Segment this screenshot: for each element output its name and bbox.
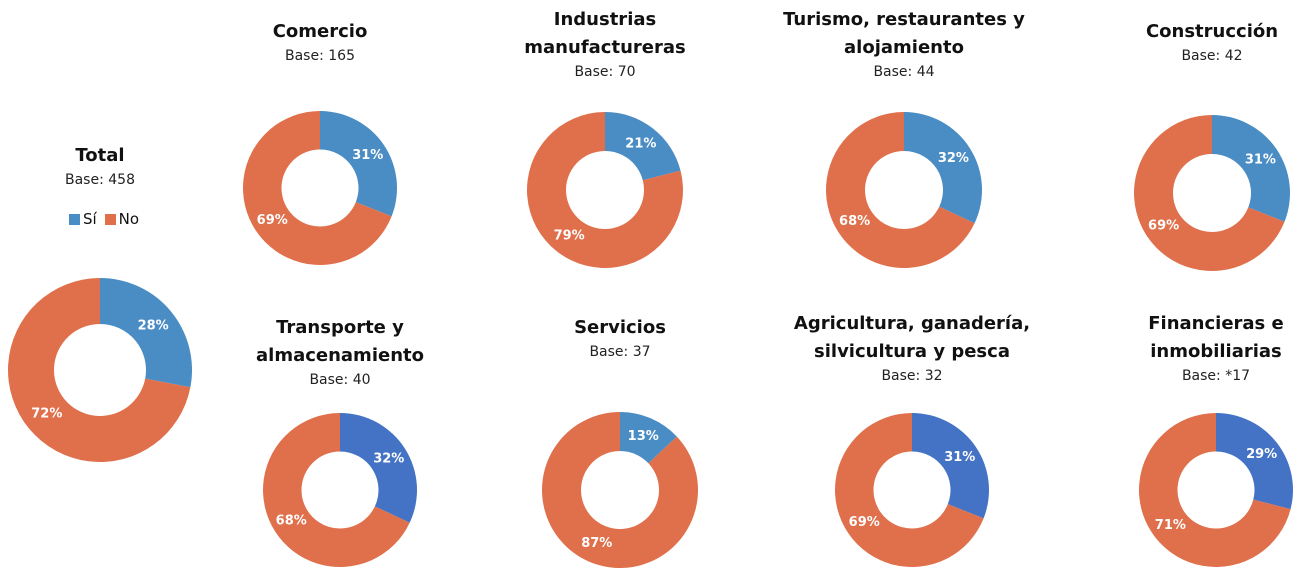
chart-title: Servicios bbox=[574, 317, 666, 338]
donut-slice bbox=[340, 413, 418, 523]
donut-slice bbox=[834, 413, 984, 567]
donut-slice bbox=[7, 278, 191, 463]
data-label: 29% bbox=[1246, 447, 1277, 462]
chart-header: Servicios Base: 37 bbox=[520, 314, 720, 362]
data-label: 21% bbox=[625, 136, 656, 151]
data-label: 68% bbox=[839, 214, 870, 229]
chart-subtitle: Base: 165 bbox=[285, 48, 355, 64]
donut-slice bbox=[1216, 413, 1293, 510]
chart-subtitle: Base: *17 bbox=[1181, 368, 1251, 384]
legend: Sí No bbox=[20, 210, 180, 228]
chart-header: Transporte y almacenamiento Base: 40 bbox=[245, 314, 435, 390]
donut-slice bbox=[263, 413, 410, 567]
chart-title: Turismo, restaurantes y alojamiento bbox=[783, 9, 1025, 58]
donut-slice bbox=[243, 111, 392, 265]
donut-slice bbox=[320, 111, 397, 217]
chart-header: Financieras e inmobiliarias Base: *17 bbox=[1131, 310, 1296, 386]
data-label: 31% bbox=[1245, 153, 1276, 168]
chart-subtitle: Base: 40 bbox=[309, 372, 371, 388]
donut-slice bbox=[605, 112, 681, 181]
donut-slice bbox=[527, 112, 684, 268]
chart-header: Comercio Base: 165 bbox=[220, 18, 420, 66]
chart-header: Industrias manufactureras Base: 70 bbox=[510, 6, 700, 82]
data-label: 87% bbox=[581, 536, 612, 551]
donut-slice bbox=[620, 412, 677, 464]
chart-subtitle: Base: 70 bbox=[574, 64, 636, 80]
donut-slice bbox=[912, 413, 989, 519]
data-label: 71% bbox=[1155, 518, 1186, 533]
donut-slice bbox=[1212, 115, 1291, 222]
data-label: 28% bbox=[138, 319, 169, 334]
legend-label: Sí bbox=[82, 210, 97, 228]
chart-subtitle: Base: 44 bbox=[873, 64, 935, 80]
chart-header: Turismo, restaurantes y alojamiento Base:… bbox=[779, 6, 1029, 82]
data-label: 31% bbox=[944, 450, 975, 465]
chart-title: Transporte y almacenamiento bbox=[256, 317, 424, 366]
data-label: 32% bbox=[373, 452, 404, 467]
chart-title: Agricultura, ganadería, silvicultura y p… bbox=[793, 313, 1031, 362]
chart-title: Financieras e inmobiliarias bbox=[1148, 313, 1284, 362]
chart-title: Comercio bbox=[272, 21, 368, 42]
chart-subtitle: Base: 42 bbox=[1181, 48, 1243, 64]
donut-slice bbox=[904, 112, 983, 224]
chart-header: Agricultura, ganadería, silvicultura y p… bbox=[787, 310, 1037, 386]
chart-subtitle: Base: 458 bbox=[65, 172, 135, 188]
chart-title: Industrias manufactureras bbox=[524, 9, 686, 58]
donut-slice bbox=[100, 278, 192, 388]
data-label: 13% bbox=[628, 429, 659, 444]
data-label: 72% bbox=[31, 406, 62, 421]
data-label: 79% bbox=[554, 229, 585, 244]
data-label: 68% bbox=[276, 513, 307, 528]
chart-header: Total Base: 458 Sí No bbox=[20, 142, 180, 228]
legend-swatch bbox=[104, 214, 116, 225]
data-label: 69% bbox=[849, 515, 880, 530]
legend-label: No bbox=[118, 210, 140, 228]
chart-subtitle: Base: 32 bbox=[881, 368, 943, 384]
data-label: 31% bbox=[352, 148, 383, 163]
chart-subtitle: Base: 37 bbox=[589, 344, 651, 360]
legend-swatch bbox=[68, 214, 80, 225]
donut-slice bbox=[542, 412, 699, 568]
chart-title: Total bbox=[75, 145, 125, 166]
donut-slice bbox=[1134, 115, 1285, 271]
chart-header: Construcción Base: 42 bbox=[1112, 18, 1296, 66]
donut-slice bbox=[1139, 413, 1291, 567]
data-label: 32% bbox=[938, 151, 969, 166]
chart-title: Construcción bbox=[1145, 21, 1279, 42]
data-label: 69% bbox=[1148, 218, 1179, 233]
donut-slice bbox=[826, 112, 975, 268]
data-label: 69% bbox=[257, 213, 288, 228]
